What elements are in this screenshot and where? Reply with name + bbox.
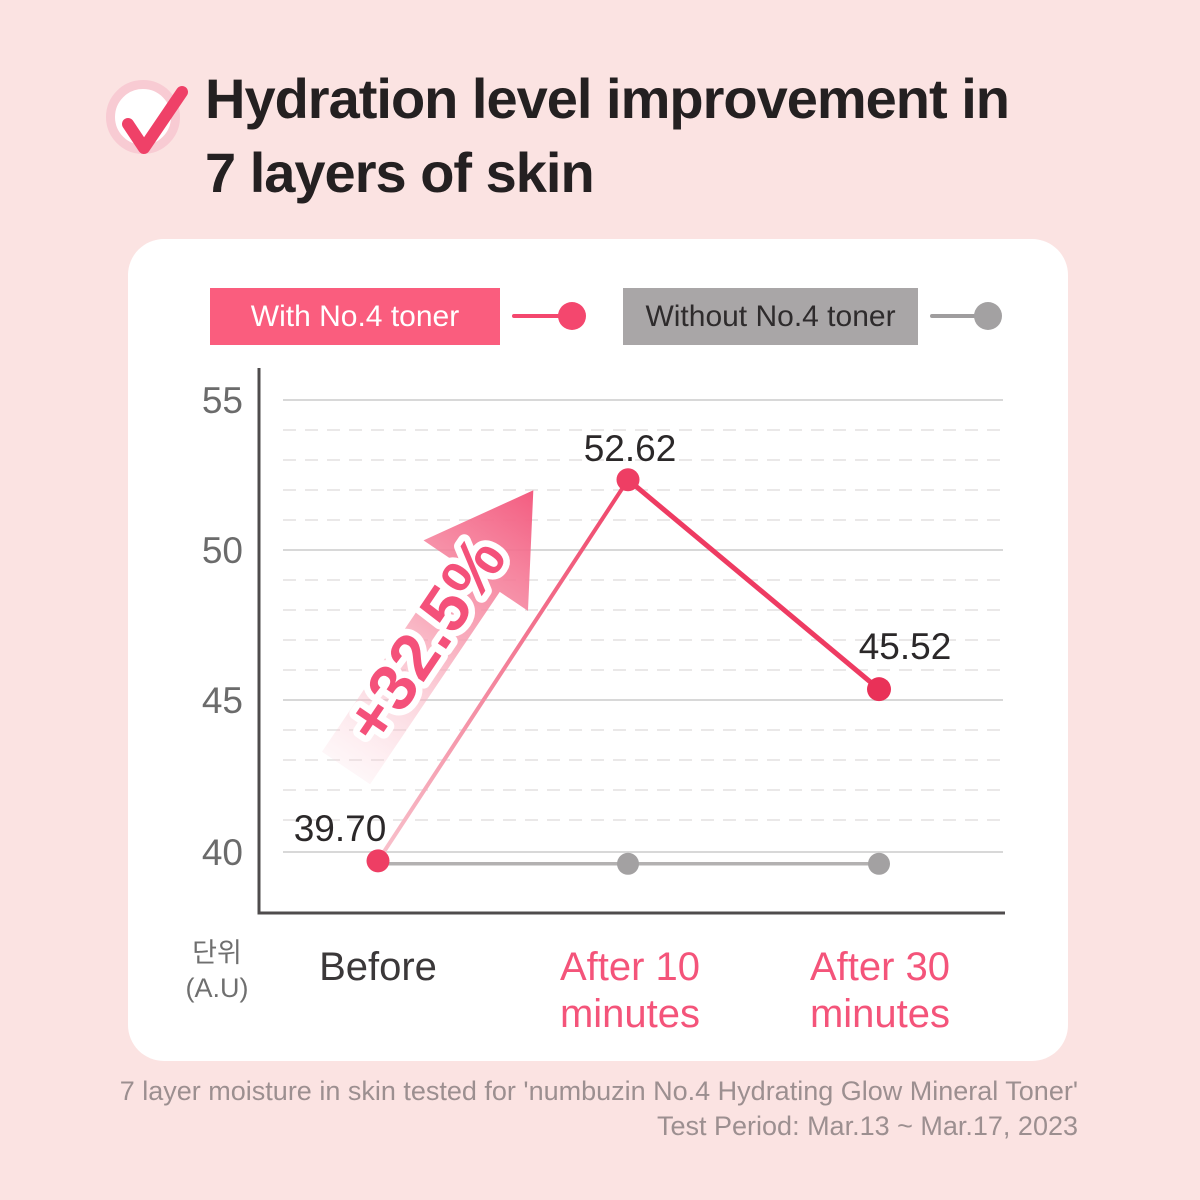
unit-label-line1: 단위 xyxy=(192,938,242,968)
pink-point-after30 xyxy=(867,677,891,702)
axis-lines xyxy=(257,368,1005,915)
value-label-before: 39.70 xyxy=(293,808,387,849)
unit-label: 단위 (A.U) xyxy=(186,936,249,1006)
gray-point-after10 xyxy=(617,852,639,875)
legend-without-toner: Without No.4 toner xyxy=(623,288,918,345)
legend-with-toner-line-marker xyxy=(512,314,562,318)
xlabel-before: Before xyxy=(319,945,437,989)
legend-without-toner-dot-marker xyxy=(974,302,1002,330)
footer-note: 7 layer moisture in skin tested for 'num… xyxy=(120,1074,1078,1144)
pink-point-before xyxy=(366,849,390,873)
gray-point-after30 xyxy=(868,852,890,875)
value-label-after10: 52.62 xyxy=(583,428,677,469)
unit-label-line2: (A.U) xyxy=(185,973,249,1004)
legend-without-toner-label: Without No.4 toner xyxy=(645,299,896,333)
footer-line1: 7 layer moisture in skin tested for 'num… xyxy=(119,1076,1078,1106)
value-label-after30: 45.52 xyxy=(858,626,952,667)
check-mark xyxy=(122,86,188,154)
page-title: Hydration level improvement in 7 layers o… xyxy=(205,62,1010,210)
series-with-toner xyxy=(366,468,891,873)
legend-without-toner-line-marker xyxy=(930,314,978,318)
y-axis-ticks: 55 50 45 40 xyxy=(202,380,243,873)
ytick-50: 50 xyxy=(202,530,243,571)
ytick-40: 40 xyxy=(202,832,243,873)
legend-with-toner: With No.4 toner xyxy=(210,288,500,345)
pink-point-after10 xyxy=(616,468,640,492)
xlabel-after30: After 30 minutes xyxy=(809,945,951,1037)
title-line2: 7 layers of skin xyxy=(205,140,595,204)
growth-arrow xyxy=(321,490,534,785)
chart-card xyxy=(128,239,1068,1061)
footer-line2: Test Period: Mar.13 ~ Mar.17, 2023 xyxy=(657,1111,1078,1142)
legend-with-toner-dot-marker xyxy=(558,302,586,330)
ytick-45: 45 xyxy=(202,680,243,721)
xlabel-after10: After 10 minutes xyxy=(559,945,701,1037)
series-without-toner xyxy=(378,852,890,875)
check-circle-icon xyxy=(106,76,188,158)
title-line1: Hydration level improvement in xyxy=(205,67,1010,130)
ytick-55: 55 xyxy=(202,380,243,421)
legend-with-toner-label: With No.4 toner xyxy=(250,299,460,333)
